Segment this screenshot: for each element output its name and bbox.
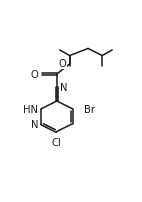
Text: O: O — [59, 59, 66, 69]
Text: N: N — [31, 120, 38, 130]
Text: N: N — [60, 83, 67, 93]
Text: Cl: Cl — [52, 138, 62, 148]
Text: Br: Br — [84, 105, 95, 115]
Text: O: O — [31, 70, 39, 80]
Text: HN: HN — [23, 105, 38, 115]
